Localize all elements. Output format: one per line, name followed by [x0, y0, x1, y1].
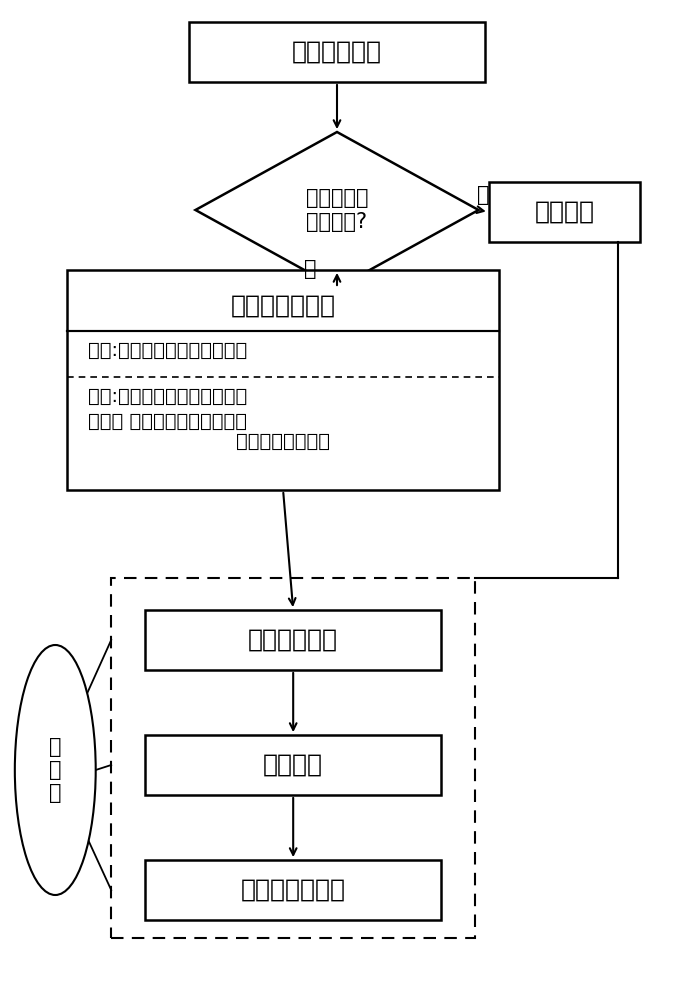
Text: 高温分组灬菌: 高温分组灬菌 — [248, 628, 338, 652]
Text: （排除未知反应）: （排除未知反应） — [236, 432, 330, 451]
Text: 分置的优先级别: 分置的优先级别 — [231, 293, 336, 317]
Polygon shape — [195, 132, 479, 288]
Text: 第一:分置组分，反应毒害产物: 第一:分置组分，反应毒害产物 — [88, 341, 247, 360]
Ellipse shape — [15, 645, 96, 895]
Text: 灬
菌
器: 灬 菌 器 — [49, 737, 61, 803]
Text: 否: 否 — [304, 259, 316, 279]
Bar — [145, 735, 441, 795]
Bar — [489, 182, 640, 242]
Text: 第三： 独立放置动植物源组分: 第三： 独立放置动植物源组分 — [88, 412, 247, 431]
Text: 是: 是 — [477, 185, 490, 205]
Text: 反应组分分组: 反应组分分组 — [292, 40, 382, 64]
Bar — [145, 860, 441, 920]
Text: 第二:分置组分，其他已知反应: 第二:分置组分，其他已知反应 — [88, 387, 247, 406]
Bar — [189, 22, 485, 82]
Text: 全部分置: 全部分置 — [534, 200, 594, 224]
Bar — [145, 610, 441, 670]
Bar — [67, 270, 499, 490]
Text: 自动混合: 自动混合 — [263, 753, 324, 777]
Text: 自动封装或分装: 自动封装或分装 — [241, 878, 346, 902]
Bar — [111, 578, 475, 938]
Text: 灬菌器独立
容器足够?: 灬菌器独立 容器足够? — [306, 188, 368, 232]
